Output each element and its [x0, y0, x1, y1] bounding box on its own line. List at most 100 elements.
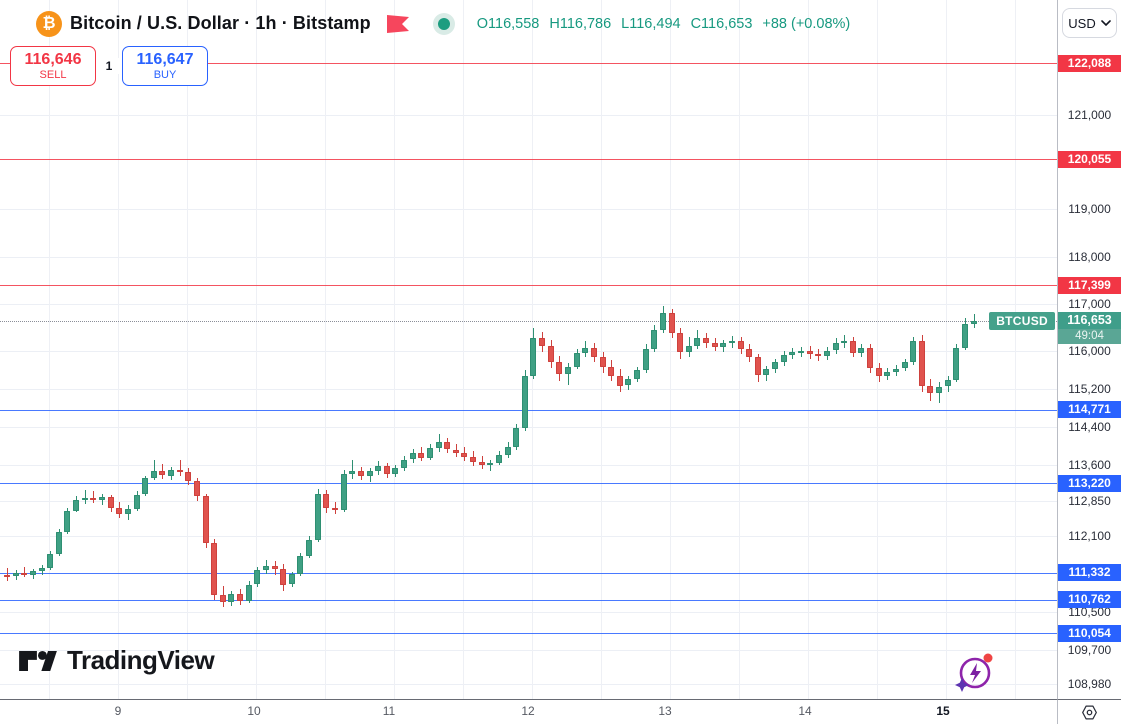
candle	[288, 574, 295, 585]
candle	[789, 352, 796, 356]
price-tick-label: 117,000	[1068, 297, 1111, 312]
v-gridline	[118, 0, 119, 699]
tradingview-logo[interactable]: TradingView	[18, 645, 215, 676]
v-gridline	[601, 0, 602, 699]
currency-dropdown[interactable]: USD	[1062, 8, 1117, 38]
candle	[29, 571, 36, 576]
support-line[interactable]	[0, 409, 1057, 411]
price-tick-label: 108,980	[1067, 677, 1112, 691]
candle	[720, 342, 727, 347]
candle	[685, 345, 692, 353]
candle-wick	[153, 460, 155, 481]
candle	[590, 347, 597, 358]
support-price-label: 110,762	[1058, 591, 1121, 609]
v-gridline	[808, 0, 809, 699]
flag-icon[interactable]	[385, 13, 411, 35]
candle	[55, 532, 62, 555]
price-tick-label: 115,200	[1068, 382, 1111, 397]
support-price-label: 111,332	[1058, 564, 1121, 582]
candle-wick	[179, 460, 181, 476]
candle	[219, 595, 226, 602]
support-line[interactable]	[0, 483, 1057, 485]
h-gridline	[0, 304, 1057, 306]
support-price-label: 113,220	[1058, 474, 1121, 492]
candle	[211, 543, 218, 596]
ohlc-readout: O116,558 H116,786 L116,494 C116,653 +88 …	[477, 16, 851, 32]
price-tick-label: 112,100	[1068, 529, 1111, 544]
candle	[12, 573, 19, 577]
candle	[392, 468, 399, 474]
current-price-line	[0, 320, 1057, 322]
candle	[728, 341, 735, 343]
spread-value: 1	[96, 58, 122, 74]
candle	[806, 350, 813, 354]
candle-wick	[7, 568, 8, 582]
v-gridline	[187, 0, 188, 699]
candle	[634, 370, 640, 379]
chart-legend-toolbar: ₿ Bitcoin / U.S. Dollar · 1h · Bitstamp …	[0, 0, 1057, 47]
candle	[418, 453, 425, 458]
candle	[280, 569, 287, 585]
sell-button[interactable]: 116,646 SELL	[10, 46, 96, 86]
time-axis[interactable]: 9 10 11 12 13 14 15	[0, 699, 1057, 724]
candle	[383, 466, 390, 474]
candle	[228, 594, 235, 602]
buy-label: BUY	[153, 69, 177, 82]
candle	[858, 347, 865, 354]
candle	[772, 361, 779, 370]
candle	[107, 496, 114, 508]
v-gridline	[877, 0, 878, 699]
candle	[944, 379, 951, 387]
candle	[81, 498, 88, 501]
support-line[interactable]	[0, 572, 1057, 574]
candle	[616, 376, 623, 386]
tradingview-logo-text: TradingView	[67, 645, 215, 675]
symbol-price-tag: BTCUSD	[989, 311, 1055, 330]
support-line[interactable]	[0, 599, 1057, 601]
candle	[133, 494, 140, 509]
h-gridline	[0, 256, 1057, 258]
time-tick-label: 11	[382, 704, 396, 718]
axis-settings-corner[interactable]	[1057, 699, 1121, 724]
candle	[90, 498, 97, 501]
candle	[841, 341, 848, 343]
currency-value: USD	[1068, 15, 1096, 31]
candle	[73, 500, 79, 511]
candle	[565, 366, 571, 375]
candle	[763, 369, 770, 376]
candle	[159, 470, 166, 476]
price-tick-label: 119,000	[1068, 202, 1111, 217]
candle	[470, 457, 476, 463]
tradingview-logo-icon	[19, 650, 57, 671]
resistance-line[interactable]	[0, 159, 1057, 161]
sell-label: SELL	[39, 69, 67, 82]
candle	[953, 347, 960, 380]
candle	[401, 459, 407, 468]
candle	[331, 507, 338, 510]
candle	[556, 361, 563, 375]
candle	[608, 366, 615, 377]
candle	[478, 462, 485, 466]
candle	[314, 493, 321, 540]
h-gridline	[0, 684, 1057, 685]
candle	[98, 496, 105, 500]
buy-button[interactable]: 116,647 BUY	[122, 46, 208, 86]
price-axis[interactable]: 121,000 119,000 118,000 117,000 116,000 115,2…	[1057, 0, 1121, 699]
time-tick-label: 12	[521, 704, 535, 718]
candle	[582, 347, 589, 354]
candle	[746, 349, 753, 358]
chart-plot-area[interactable]: BTCUSD	[0, 0, 1057, 699]
price-tick-label: 112,850	[1068, 493, 1111, 508]
candle	[521, 376, 528, 429]
price-tick-label: 113,600	[1068, 458, 1111, 473]
support-line[interactable]	[0, 633, 1057, 635]
candle	[599, 357, 606, 367]
resistance-line[interactable]	[0, 285, 1057, 287]
candle	[435, 442, 442, 449]
candle	[262, 565, 269, 571]
ai-technicals-icon[interactable]	[950, 648, 998, 696]
resistance-line[interactable]	[0, 63, 1057, 64]
h-gridline	[0, 649, 1057, 651]
price-tick-label: 118,000	[1068, 249, 1111, 264]
symbol-title: Bitcoin / U.S. Dollar · 1h · Bitstamp	[70, 13, 371, 33]
